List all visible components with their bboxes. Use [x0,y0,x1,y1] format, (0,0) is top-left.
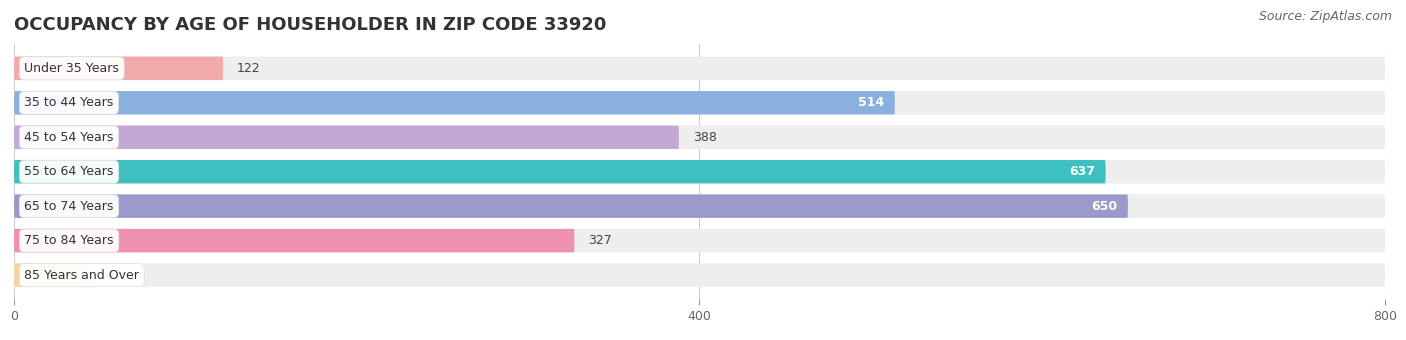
FancyBboxPatch shape [14,194,1385,218]
Text: 327: 327 [588,234,612,247]
FancyBboxPatch shape [14,125,679,149]
FancyBboxPatch shape [14,229,1385,252]
Text: 85 Years and Over: 85 Years and Over [24,269,139,282]
FancyBboxPatch shape [14,264,1385,287]
Text: 75 to 84 Years: 75 to 84 Years [24,234,114,247]
Text: OCCUPANCY BY AGE OF HOUSEHOLDER IN ZIP CODE 33920: OCCUPANCY BY AGE OF HOUSEHOLDER IN ZIP C… [14,16,606,34]
Text: 388: 388 [693,131,717,144]
FancyBboxPatch shape [14,56,1385,80]
Text: 55 to 64 Years: 55 to 64 Years [24,165,114,178]
FancyBboxPatch shape [14,56,224,80]
FancyBboxPatch shape [14,91,1385,115]
Text: 650: 650 [1091,200,1118,212]
FancyBboxPatch shape [14,229,575,252]
Text: 65 to 74 Years: 65 to 74 Years [24,200,114,212]
FancyBboxPatch shape [14,194,1128,218]
Text: 122: 122 [236,62,260,75]
FancyBboxPatch shape [14,160,1105,183]
Text: Source: ZipAtlas.com: Source: ZipAtlas.com [1258,10,1392,23]
Text: 35 to 44 Years: 35 to 44 Years [24,96,114,109]
Text: 514: 514 [858,96,884,109]
FancyBboxPatch shape [14,125,1385,149]
FancyBboxPatch shape [14,91,894,115]
Text: 45: 45 [105,269,121,282]
FancyBboxPatch shape [14,160,1385,183]
FancyBboxPatch shape [14,264,91,287]
Text: 45 to 54 Years: 45 to 54 Years [24,131,114,144]
Text: Under 35 Years: Under 35 Years [24,62,120,75]
Text: 637: 637 [1070,165,1095,178]
